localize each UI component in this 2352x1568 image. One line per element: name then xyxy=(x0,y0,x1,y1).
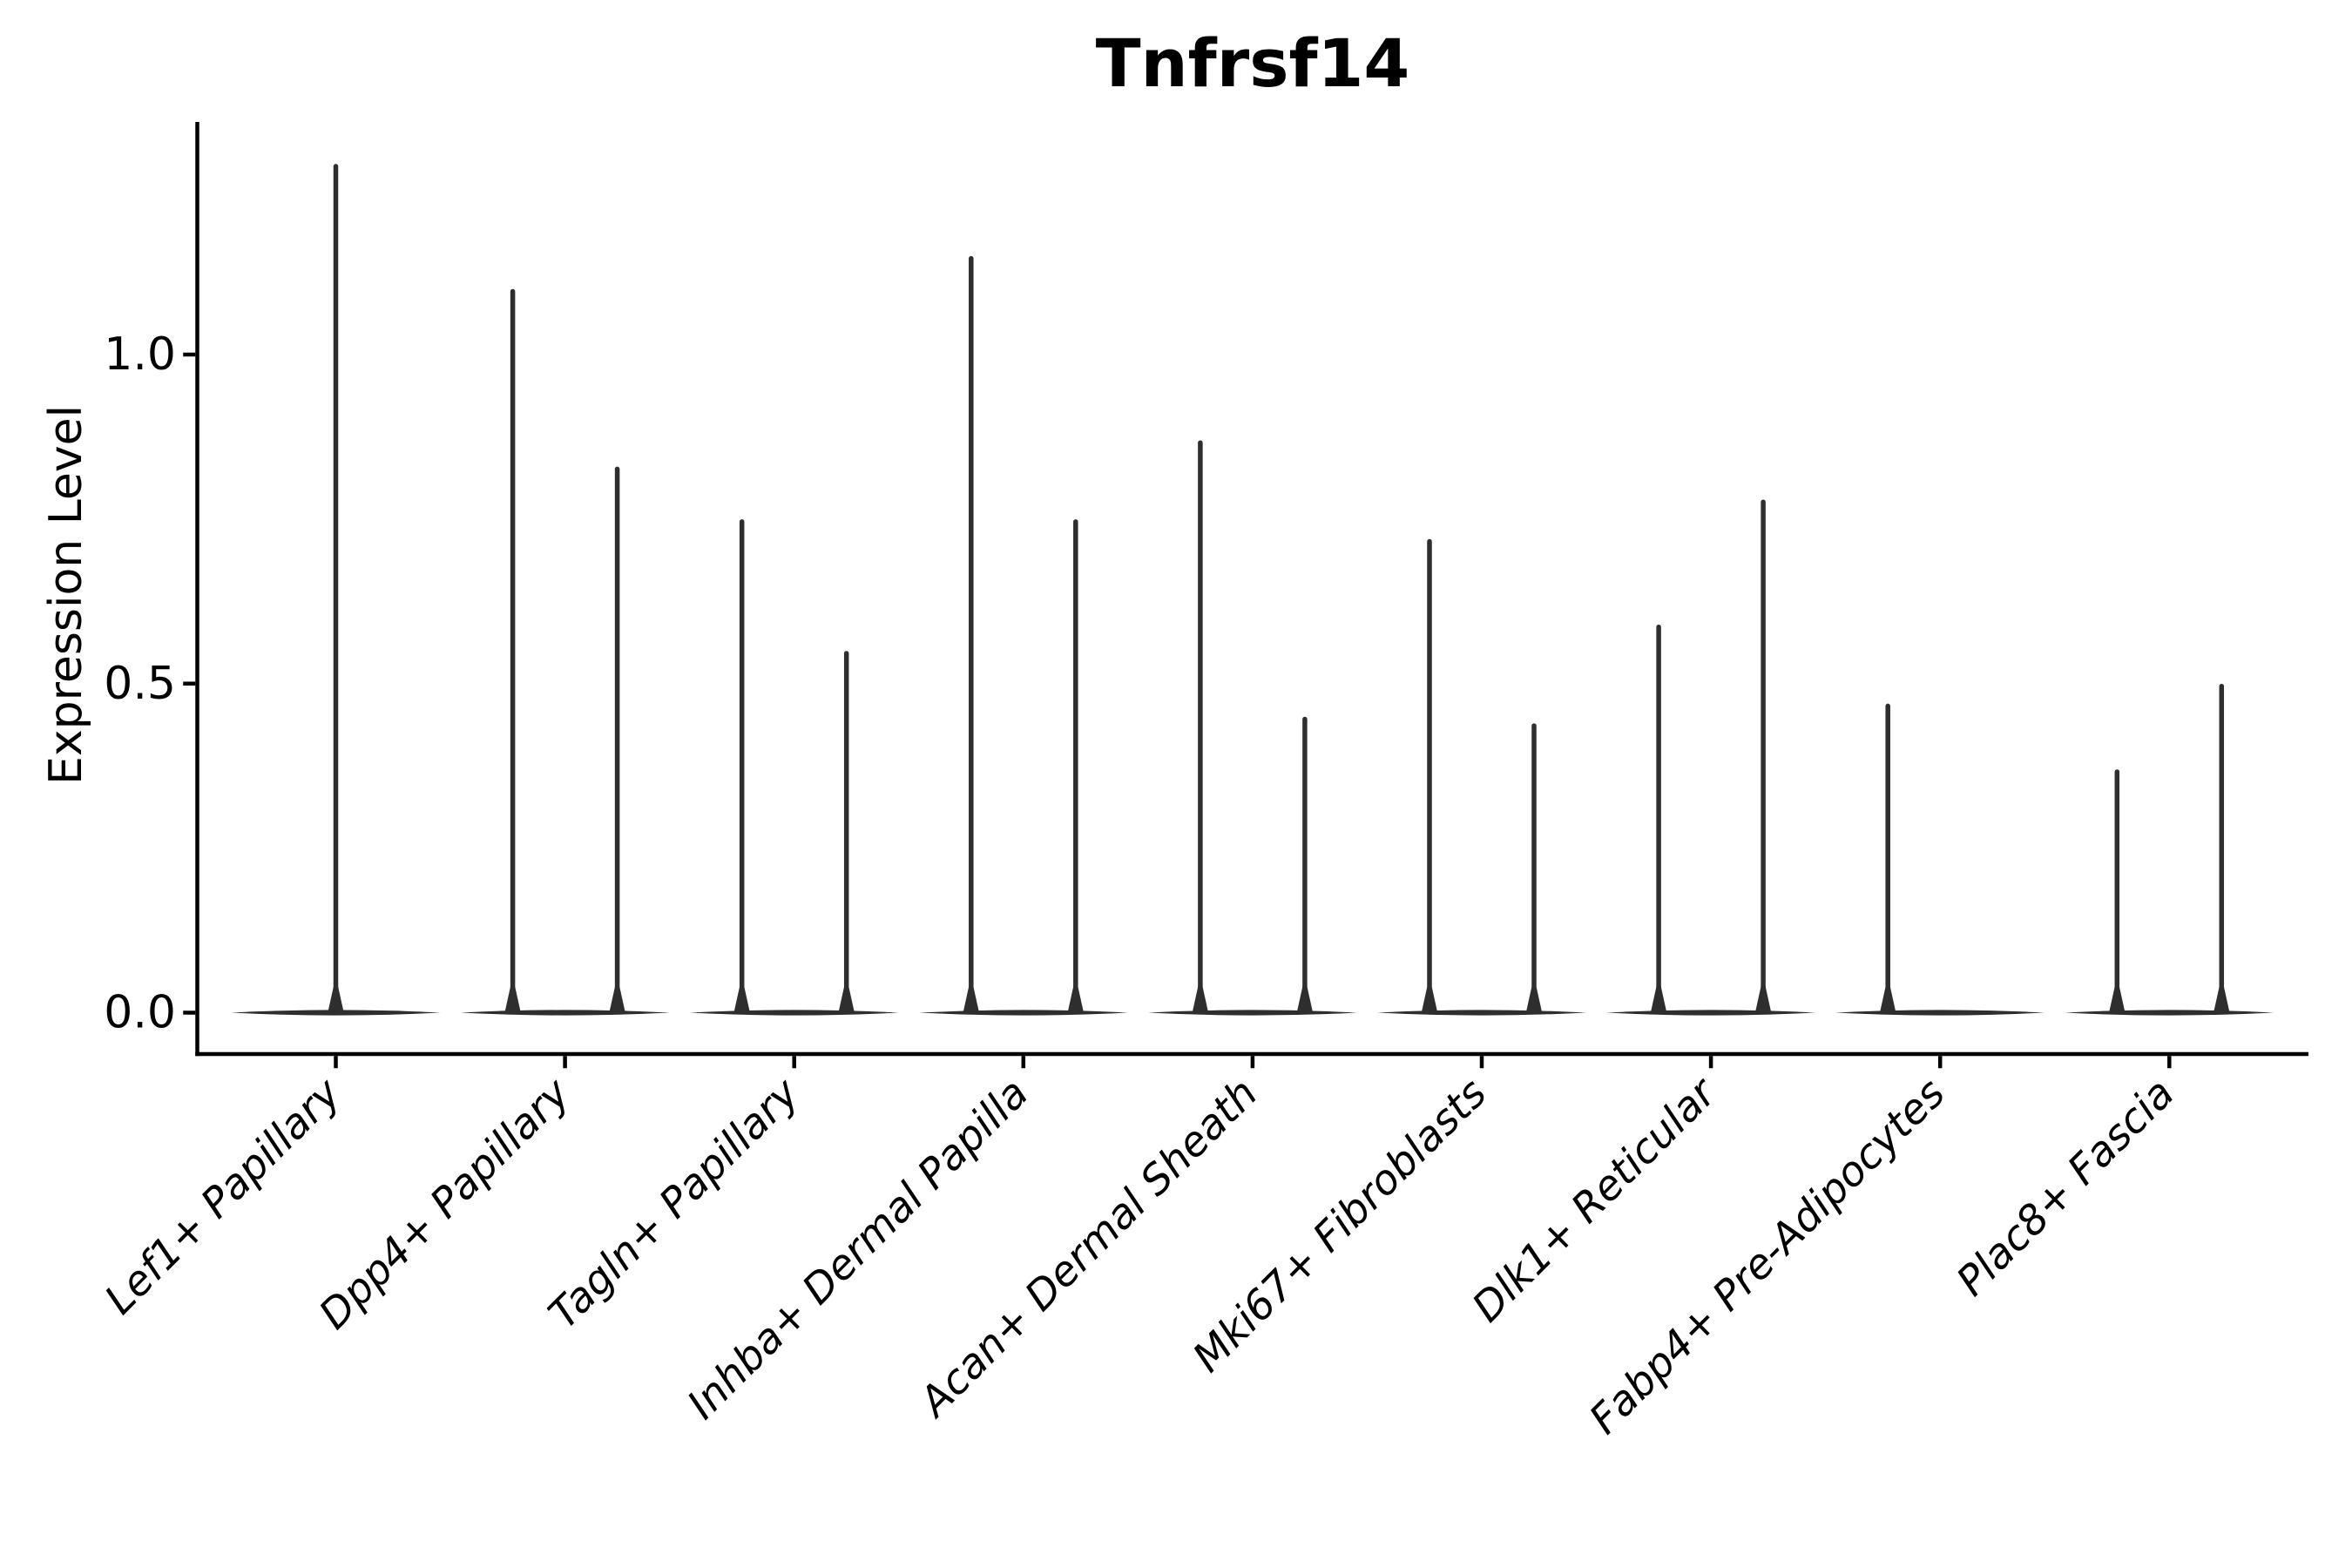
chart-title: Tnfrsf14 xyxy=(1095,24,1410,102)
x-category-label: Dlk1+ Reticular xyxy=(1463,1068,1727,1332)
violin-base xyxy=(460,1010,670,1016)
x-category-label: Dpp4+ Papillary xyxy=(310,1069,580,1339)
violin-base xyxy=(1835,1010,2045,1016)
violin xyxy=(918,255,1128,1016)
violin xyxy=(1147,440,1357,1016)
violin xyxy=(689,519,899,1016)
y-tick-label: 0.0 xyxy=(104,987,176,1039)
y-tick-label: 1.0 xyxy=(104,328,176,381)
violin xyxy=(460,288,670,1016)
violin xyxy=(1606,499,1816,1016)
violin xyxy=(2065,684,2274,1016)
violin-base xyxy=(2065,1010,2274,1016)
x-category-label: Lef1+ Papillary xyxy=(96,1069,351,1324)
y-tick-label: 0.5 xyxy=(104,658,176,710)
violin-base xyxy=(1147,1010,1357,1016)
violin xyxy=(231,164,441,1016)
x-category-label: Tagln+ Papillary xyxy=(539,1069,809,1339)
violin-base xyxy=(689,1010,899,1016)
violin-base xyxy=(1606,1010,1816,1016)
violin xyxy=(1835,703,2045,1016)
x-category-label: Plac8+ Fascia xyxy=(1948,1070,2184,1306)
violin-base xyxy=(1377,1010,1586,1016)
violin xyxy=(1377,538,1586,1016)
violin-base xyxy=(918,1010,1128,1016)
